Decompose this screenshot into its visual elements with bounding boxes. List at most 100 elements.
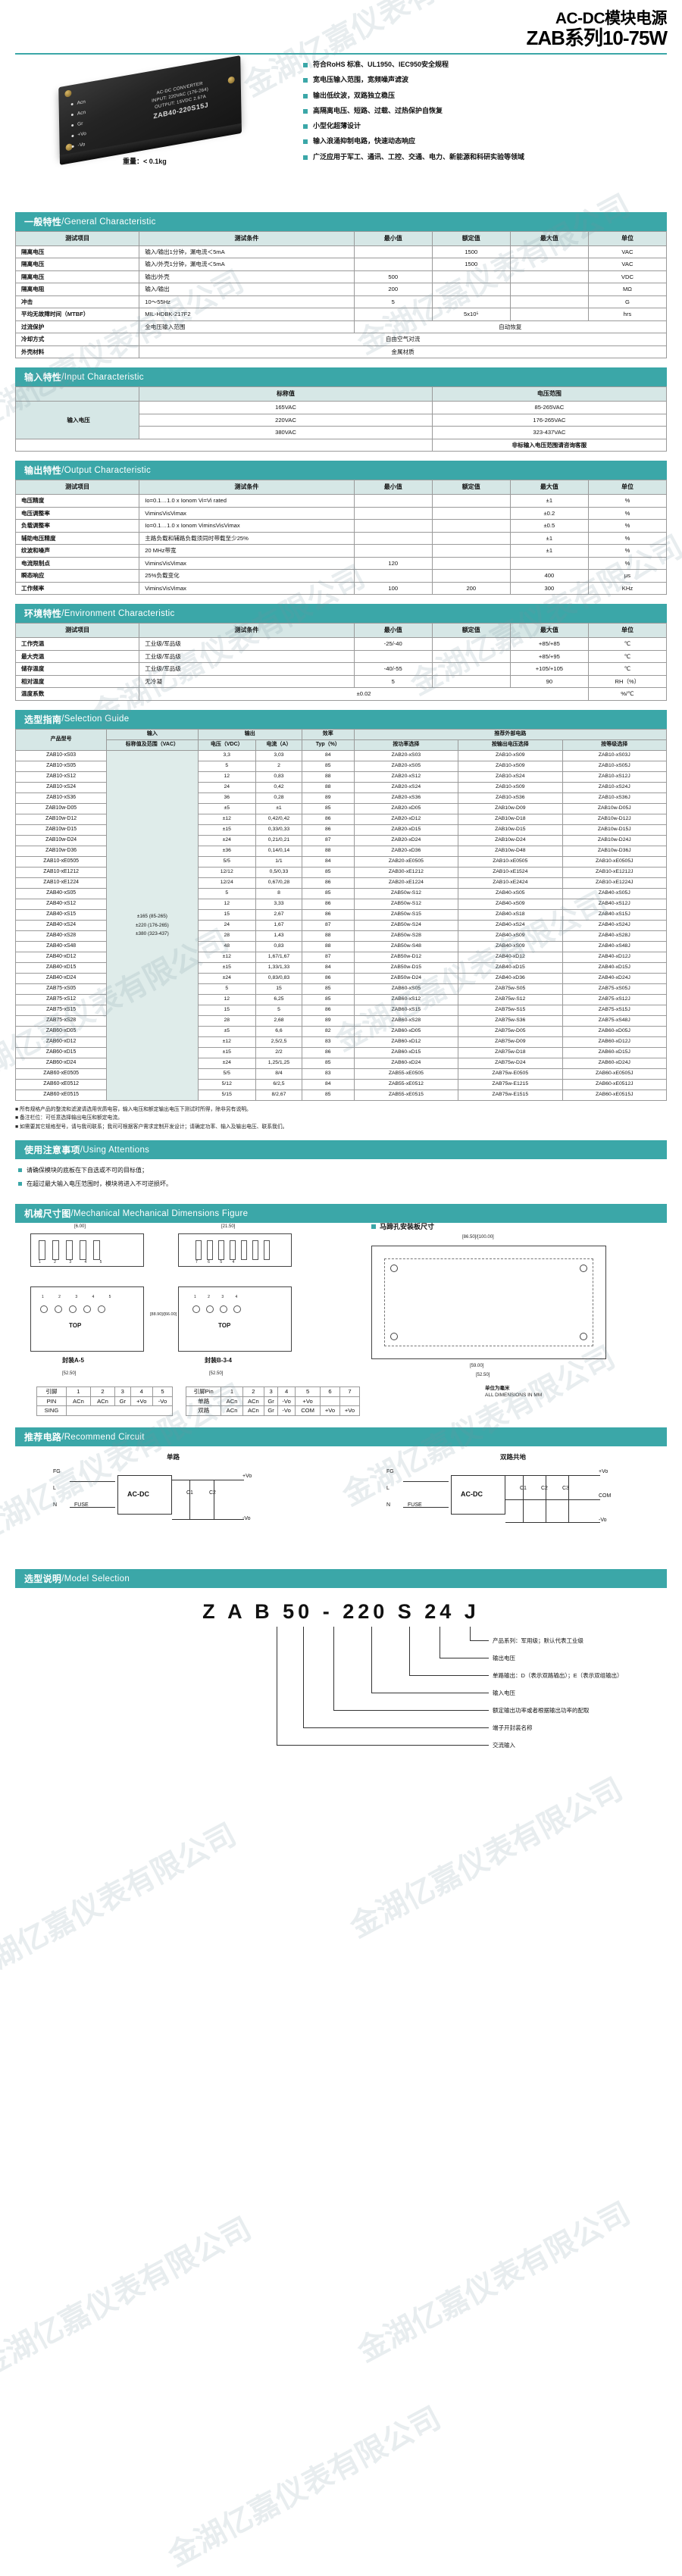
output-cell [353,544,433,558]
input-footer-blank [15,438,433,452]
selection-cell: 85 [301,1089,355,1101]
selection-cell: ZAB10w-D15 [458,824,563,836]
leader-line-vertical [303,1627,304,1728]
selection-cell: ZAB10w-D05J [562,802,668,814]
leader-line-horizontal [470,1640,489,1642]
input-cell: 165VAC [139,401,433,414]
selection-cell: ZAB40-xS09 [458,930,563,942]
output-cell: 工作频率 [14,581,140,596]
model-code: Z A B 50 - 220 S 24 J [202,1600,480,1624]
section-model-selection: 选型说明/Model Selection Z A B 50 - 220 S 24… [15,1569,667,1782]
selection-cell: ±15 [197,824,256,836]
selection-cell: ±24 [197,834,256,846]
output-cell: ±1 [509,544,589,558]
selection-cell: ±5 [197,802,256,814]
screw-icon [64,89,72,98]
output-cell: 负载调整率 [14,519,140,533]
pin-header: 引脚 [36,1386,67,1397]
model-selection-row: 单路输出：D（表示双路输出）；E（表示双组输出） [493,1672,623,1680]
selection-cell: ZAB40-xD12J [562,951,668,963]
pin-dot-icon [70,102,74,106]
table-row: 温度系数 ±0.02 %/℃ [14,687,668,701]
selection-model-cell: ZAB10w-D05 [14,802,108,814]
mech-note-cn: 单位为毫米 [485,1386,510,1392]
mounting-plate-label: 马蹄孔安装板尺寸 [380,1223,435,1231]
usage-list: 请确保模块的底板在下自选或不可的目标值； 在超过最大输入电压范围时，模块将进入不… [15,1159,667,1195]
col-min: 最小值 [353,623,433,639]
leader-line-horizontal [333,1710,489,1712]
selection-cell: ZAB10-xS09 [458,749,563,761]
dim-plate-sub: [52.50] [476,1373,490,1378]
leader-line-vertical [371,1627,372,1693]
selection-cell: 5 [197,983,256,995]
circuit-out-pos-right: +Vo [599,1469,608,1475]
output-cell: % [587,531,668,546]
leader-line-vertical [470,1627,471,1641]
selection-cell: 5/5 [197,1068,256,1080]
selection-cell: 5/15 [197,1089,256,1101]
output-cell: Io=0.1…1.0 x Ionom Vi=Vi rated [139,494,355,508]
input-range-line: ±165 (85-265) [136,914,167,920]
selection-cell: 0,42/0,42 [255,813,302,825]
section-general-characteristic: 一般特性/General Characteristic 测试项目 测试条件 最小… [14,212,668,359]
environment-table-body: 工作壳温 工业级/军品级 -25/-40 +85/+85 ℃ 最大壳温 工业级/军品级 +85… [14,637,668,701]
mounting-plate-title: 马蹄孔安装板尺寸 [371,1221,434,1231]
environment-cell: ℃ [587,662,668,676]
selection-model-cell: ZAB10-xE1224 [14,877,108,889]
selection-cell: 86 [301,1046,355,1058]
circuit-out-neg-left: -Vo [242,1516,251,1522]
selection-cell: ZAB75w-D18 [458,1046,563,1058]
col-item: 测试项目 [14,480,140,496]
general-cell: 自由空气对流 [139,333,667,346]
output-cell [353,569,433,583]
pin-label: Acn [77,109,86,117]
leader-line-horizontal [277,1745,489,1746]
general-cell: 500 [353,270,433,284]
header-divider [15,53,667,55]
table-header-row: 标称值 电压范围 [14,386,668,402]
selection-cell: ZAB60-xD24J [562,1057,668,1069]
pin-header: 5 [152,1386,174,1397]
feature-text: 符合RoHS 标准、UL1950、IEC950安全规程 [313,61,449,68]
selection-cell: 2,68 [255,1014,302,1027]
table-row: 最大壳温 工业级/军品级 +85/+95 ℃ [14,649,668,664]
general-cell: 隔离电压 [14,270,140,284]
selection-cell: ±1 [255,802,302,814]
output-cell [509,556,589,571]
general-cell: 过流保护 [14,320,140,334]
product-weight: 重量：< 0.1kg [123,158,167,165]
environment-cell [431,674,511,689]
table-header-row: 测试项目 测试条件 最小值 额定值 最大值 单位 [14,480,668,496]
selection-cell: ZAB40-xS05J [562,887,668,899]
environment-cell: 无冷凝 [139,674,355,689]
general-cell [509,283,589,296]
general-cell: 输入/外壳1分钟，漏电流＜5mA [139,258,355,271]
selection-cell: 88 [301,845,355,857]
table-row: ZAB60-xD24 ±24 1,25/1,25 85 ZAB60-xD24 ZAB75w… [14,1057,668,1069]
table-row: 220VAC 176-265VAC [16,413,668,427]
selection-model-cell: ZAB10w-D12 [14,813,108,825]
selection-cell: ZAB10w-D48 [458,845,563,857]
circuit-cap-c2-right: C2 [541,1486,548,1492]
input-cell: 220VAC [139,413,433,427]
table-row: 过流保护 全电压输入范围 自动恢复 [14,320,668,334]
table-row: 工作壳温 工业级/军品级 -25/-40 +85/+85 ℃ [14,637,668,651]
pin-label: Gr [77,120,83,127]
output-cell [353,519,433,533]
selection-cell: ZAB40-xD12 [458,951,563,963]
general-cell [353,308,433,321]
environment-cell: ℃ [587,637,668,651]
selection-cell: ZAB50w-S15 [353,908,459,921]
table-row: 纹波和噪声 20 MHz带宽 ±1% [14,544,668,558]
circuit-block-acdc-right [451,1475,505,1515]
output-cell [353,494,433,508]
pin-header: 2 [89,1386,115,1397]
bullet-icon [303,63,308,67]
selection-cell: ZAB20-xS36 [353,792,459,804]
pin-cell: ACn [242,1396,264,1407]
pin-header: 4 [130,1386,153,1397]
circuit-label-fg: FG [53,1469,61,1475]
section-header: 输入特性/Input Characteristic [15,367,667,387]
selection-model-cell: ZAB40-xS15 [14,908,108,921]
selection-cell: ZAB10w-D24 [458,834,563,846]
